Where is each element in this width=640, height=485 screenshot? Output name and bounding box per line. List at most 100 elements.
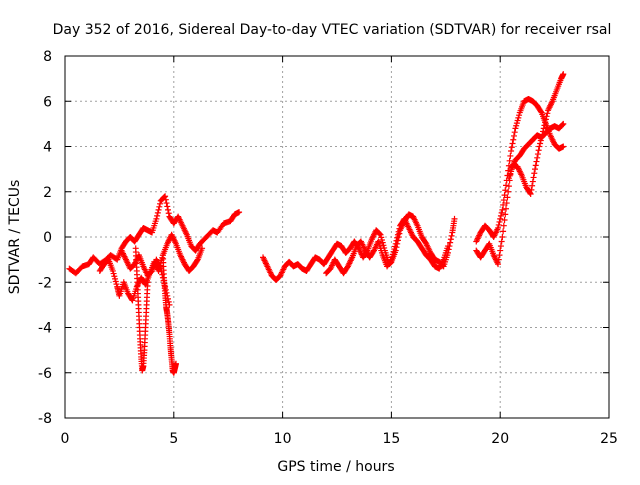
data-point bbox=[110, 270, 117, 277]
data-point bbox=[162, 193, 169, 200]
data-point bbox=[387, 257, 394, 264]
x-axis-label: GPS time / hours bbox=[277, 459, 394, 475]
data-point bbox=[447, 239, 454, 246]
data-point bbox=[159, 254, 166, 261]
data-point bbox=[378, 234, 385, 241]
data-point bbox=[509, 140, 516, 147]
data-point bbox=[378, 237, 385, 244]
y-tick-label: 2 bbox=[43, 185, 52, 201]
data-point bbox=[497, 243, 504, 250]
y-tick-label: 4 bbox=[43, 140, 52, 156]
x-tick-label: 0 bbox=[61, 431, 70, 447]
data-point bbox=[560, 143, 567, 150]
data-point bbox=[111, 273, 118, 280]
y-tick-label: 8 bbox=[43, 49, 52, 65]
data-point bbox=[535, 147, 542, 154]
x-tick-label: 15 bbox=[382, 431, 400, 447]
data-point bbox=[109, 267, 116, 274]
data-point bbox=[538, 134, 545, 141]
data-point bbox=[528, 186, 535, 193]
y-tick-label: -2 bbox=[38, 275, 52, 291]
data-point bbox=[526, 189, 533, 196]
data-point bbox=[499, 206, 506, 213]
data-point bbox=[511, 129, 518, 136]
data-point bbox=[533, 158, 540, 165]
data-point bbox=[164, 203, 171, 210]
data-point bbox=[388, 256, 395, 263]
data-point bbox=[532, 162, 539, 169]
data-point bbox=[529, 178, 536, 185]
data-point bbox=[495, 256, 502, 263]
data-point bbox=[164, 206, 171, 213]
data-point bbox=[510, 136, 517, 143]
data-point bbox=[112, 278, 119, 285]
data-point bbox=[534, 154, 541, 161]
data-point bbox=[153, 215, 160, 222]
y-tick-label: 0 bbox=[43, 230, 52, 246]
data-point bbox=[498, 209, 505, 216]
data-point bbox=[496, 252, 503, 259]
data-point bbox=[542, 119, 549, 126]
data-point bbox=[559, 121, 566, 128]
series-track-e bbox=[323, 215, 451, 277]
data-point bbox=[112, 275, 119, 282]
data-point bbox=[498, 238, 505, 245]
data-point bbox=[516, 112, 523, 119]
data-point bbox=[537, 108, 544, 115]
data-point bbox=[394, 231, 401, 238]
data-point bbox=[540, 125, 547, 132]
data-point bbox=[508, 148, 515, 155]
data-point bbox=[172, 360, 179, 367]
data-point bbox=[163, 200, 170, 207]
series-dip-right bbox=[159, 252, 179, 376]
data-point bbox=[515, 114, 522, 121]
data-point bbox=[154, 209, 161, 216]
x-tick-label: 25 bbox=[600, 431, 618, 447]
data-point bbox=[144, 279, 151, 286]
data-point bbox=[447, 236, 454, 243]
data-point bbox=[376, 230, 383, 237]
data-point bbox=[495, 224, 502, 231]
data-point bbox=[537, 140, 544, 147]
data-point bbox=[500, 201, 507, 208]
chart-title: Day 352 of 2016, Sidereal Day-to-day VTE… bbox=[53, 22, 612, 38]
data-point bbox=[154, 212, 161, 219]
data-point bbox=[444, 243, 451, 250]
data-point bbox=[395, 228, 402, 235]
data-point bbox=[379, 239, 386, 246]
data-point bbox=[543, 113, 550, 120]
data-point bbox=[560, 71, 567, 78]
series-track-g bbox=[473, 120, 567, 268]
series-track-f bbox=[473, 95, 567, 245]
data-point bbox=[539, 131, 546, 138]
data-point bbox=[194, 257, 201, 264]
x-tick-label: 5 bbox=[169, 431, 178, 447]
data-point bbox=[512, 125, 519, 132]
data-point bbox=[503, 182, 510, 189]
data-point bbox=[505, 188, 512, 195]
data-point bbox=[508, 144, 515, 151]
data-point bbox=[527, 191, 534, 198]
data-point bbox=[500, 222, 507, 229]
y-axis-label: SDTVAR / TECUs bbox=[7, 180, 23, 295]
data-point bbox=[389, 251, 396, 258]
data-point bbox=[534, 151, 541, 158]
data-point bbox=[155, 206, 162, 213]
data-point bbox=[496, 218, 503, 225]
data-point bbox=[391, 246, 398, 253]
data-point bbox=[497, 215, 504, 222]
data-point bbox=[497, 247, 504, 254]
series-dip-left bbox=[132, 245, 151, 374]
data-point bbox=[560, 120, 567, 127]
data-point bbox=[236, 209, 243, 216]
x-tick-label: 20 bbox=[491, 431, 509, 447]
data-point bbox=[504, 194, 511, 201]
data-point bbox=[495, 261, 502, 268]
data-point bbox=[448, 232, 455, 239]
data-point bbox=[497, 212, 504, 219]
grid bbox=[65, 56, 609, 418]
data-point bbox=[394, 234, 401, 241]
